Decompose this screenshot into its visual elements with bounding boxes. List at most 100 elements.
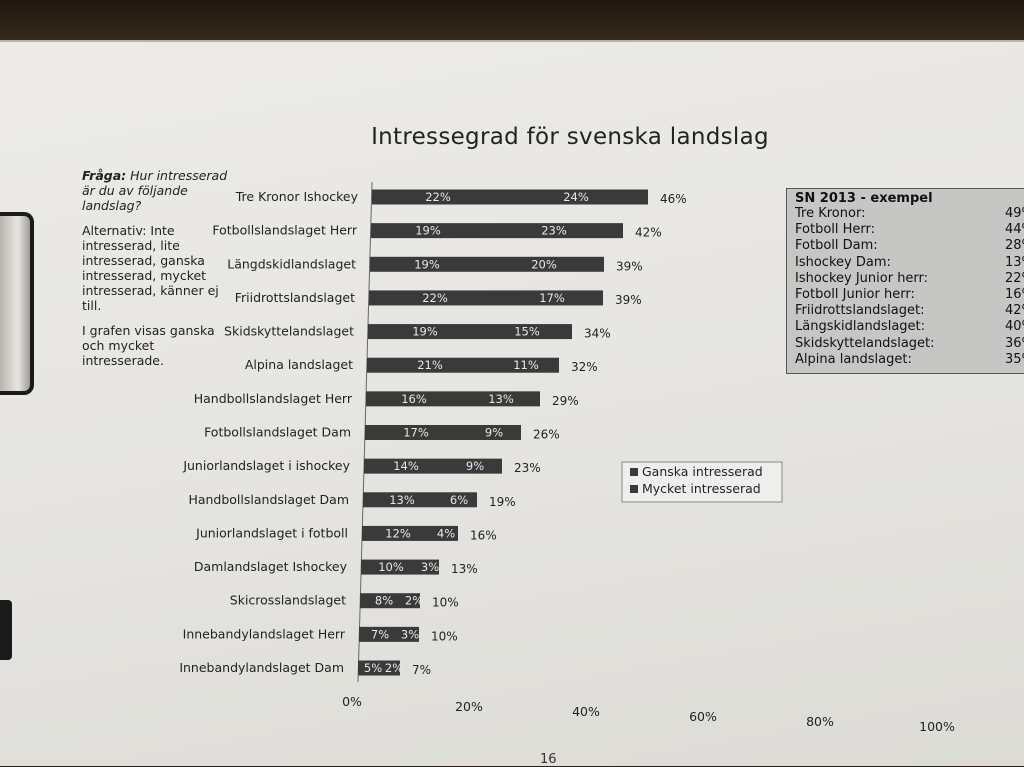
- bar-mycket: [467, 425, 521, 440]
- sn-row-value: 49%: [1005, 206, 1024, 221]
- category-label: Juniorlandslaget i ishockey: [182, 458, 350, 473]
- bar-mycket: [485, 223, 623, 239]
- x-tick-label: 20%: [455, 699, 483, 714]
- bar-mycket: [504, 189, 648, 205]
- sn-row: Fotboll Herr: 44%: [795, 222, 1024, 238]
- sn-row-value: 35%: [1005, 351, 1024, 367]
- total-label: 7%: [412, 663, 431, 677]
- total-label: 34%: [584, 327, 611, 341]
- alternatives-text: Alternativ: Inte intresserad, lite intre…: [82, 223, 219, 313]
- total-label: 26%: [533, 428, 560, 442]
- total-label: 42%: [635, 226, 662, 240]
- bar-ganska: [361, 559, 421, 575]
- sn-row-value: 13%: [1005, 254, 1024, 270]
- bar-mycket: [408, 593, 420, 609]
- segment-label-mycket: 3%: [421, 560, 439, 574]
- x-tick-label: 100%: [919, 719, 955, 734]
- sn-row: Friidrottslandslaget: 42%: [795, 303, 1024, 319]
- segment-label-mycket: 2%: [405, 594, 423, 608]
- category-label: Fotbollslandslaget Dam: [204, 425, 351, 440]
- total-label: 39%: [616, 259, 643, 273]
- background-top: [0, 0, 1024, 44]
- segment-label-ganska: 16%: [401, 392, 427, 406]
- total-label: 29%: [552, 394, 579, 408]
- sn-row: Ishockey Dam: 13%: [795, 255, 1024, 271]
- x-tick-label: 60%: [689, 709, 717, 724]
- bar-ganska: [370, 256, 484, 272]
- sn-row-label: Ishockey Junior herr:: [795, 270, 929, 286]
- bar-mycket: [501, 290, 603, 306]
- sn-row: Längskidlandslaget: 40%: [795, 319, 1024, 335]
- note-text: I grafen visas ganska och mycket intress…: [82, 323, 215, 368]
- sn-2013-box: SN 2013 - exempel Tre Kronor:49%Fotboll …: [786, 188, 1024, 374]
- chart-title: Intressegrad för svenska landslag: [371, 124, 769, 150]
- segment-label-ganska: 5%: [364, 661, 382, 675]
- sn-row: Ishockey Junior herr: 22%: [795, 271, 1024, 287]
- segment-label-ganska: 19%: [414, 257, 440, 271]
- sn-box-rows: Tre Kronor: 49%Fotboll Herr:44%Fotboll Da…: [795, 206, 1024, 368]
- question-text: Fråga: Hur intresserad är du av följande…: [82, 168, 232, 213]
- sn-row-value: 22%: [1005, 270, 1024, 286]
- sn-row: Skidskyttelandslaget: 36%: [795, 336, 1024, 352]
- bar-mycket: [401, 626, 419, 642]
- segment-label-mycket: 9%: [466, 459, 484, 473]
- sn-row-label: Friidrottslandslaget:: [795, 303, 925, 319]
- total-label: 16%: [470, 528, 497, 542]
- binder-clip-lower: [0, 600, 12, 660]
- sn-box-title: SN 2013 - exempel: [795, 191, 933, 206]
- bar-ganska: [365, 425, 467, 440]
- segment-label-mycket: 15%: [514, 325, 540, 339]
- x-tick-label: 40%: [572, 704, 600, 719]
- bar-ganska: [362, 525, 434, 541]
- bar-ganska: [359, 626, 401, 642]
- segment-label-mycket: 17%: [539, 291, 565, 305]
- sn-row: Fotboll Dam: 28%: [795, 238, 1024, 254]
- bar-ganska: [358, 660, 388, 676]
- sn-row-label: Tre Kronor:: [795, 206, 866, 221]
- question-label: Fråga:: [82, 168, 127, 183]
- segment-label-mycket: 6%: [450, 493, 468, 507]
- page-number: 16: [540, 752, 557, 767]
- bar-mycket: [441, 492, 477, 508]
- x-tick-label: 0%: [342, 694, 362, 709]
- bar-ganska: [367, 357, 493, 373]
- category-label: Skicrosslandslaget: [230, 593, 346, 608]
- sn-row-value: 36%: [1005, 335, 1024, 351]
- legend-label: Ganska intresserad: [642, 464, 763, 479]
- category-label: Juniorlandslaget i fotboll: [195, 525, 348, 540]
- segment-label-mycket: 13%: [488, 392, 514, 406]
- category-label: Friidrottslandslaget: [235, 290, 355, 305]
- segment-label-ganska: 17%: [403, 426, 429, 440]
- segment-label-ganska: 12%: [385, 526, 411, 540]
- total-label: 10%: [432, 596, 459, 610]
- category-label: Fotbollslandslaget Herr: [212, 223, 357, 238]
- segment-label-ganska: 19%: [412, 325, 438, 339]
- total-label: 10%: [431, 629, 458, 643]
- sn-row-value: 16%: [1005, 287, 1024, 303]
- segment-label-mycket: 24%: [563, 190, 589, 204]
- segment-label-mycket: 2%: [385, 661, 403, 675]
- segment-label-mycket: 9%: [485, 426, 503, 440]
- bar-ganska: [360, 593, 408, 609]
- bar-mycket: [462, 391, 540, 407]
- legend-box: [621, 461, 783, 503]
- sn-row-label: Alpina landslaget:: [795, 351, 912, 367]
- segment-label-ganska: 13%: [389, 493, 415, 507]
- sn-row: Tre Kronor: 49%: [795, 206, 1024, 222]
- total-label: 13%: [451, 562, 478, 576]
- bar-mycket: [493, 357, 559, 373]
- sn-row-label: Ishockey Dam:: [795, 254, 891, 270]
- segment-label-ganska: 8%: [375, 594, 393, 608]
- total-label: 39%: [615, 293, 642, 307]
- segment-label-mycket: 4%: [437, 526, 455, 540]
- bar-ganska: [368, 324, 482, 340]
- total-label: 23%: [514, 461, 541, 475]
- category-label: Skidskyttelandslaget: [224, 324, 354, 339]
- sn-row-label: Fotboll Herr:: [795, 222, 876, 238]
- sn-row-value: 40%: [1005, 319, 1024, 335]
- category-label: Handbollslandslaget Dam: [188, 492, 349, 507]
- bar-mycket: [434, 525, 458, 541]
- bar-ganska: [366, 391, 462, 407]
- category-label: Damlandslaget Ishockey: [194, 559, 348, 574]
